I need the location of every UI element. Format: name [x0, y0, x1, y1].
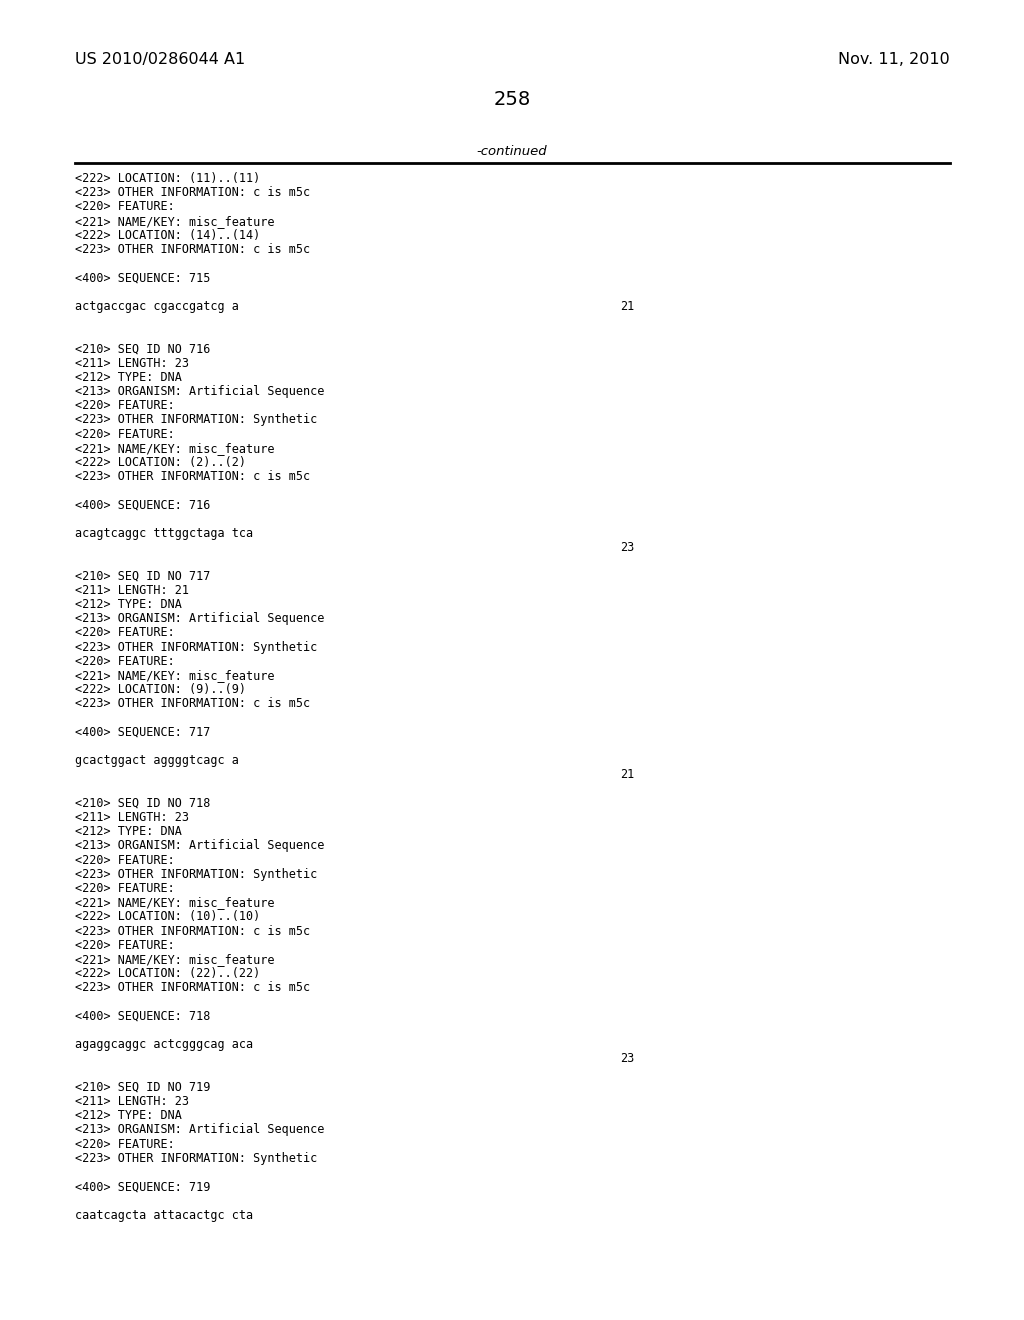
Text: gcactggact aggggtcagc a: gcactggact aggggtcagc a: [75, 754, 239, 767]
Text: <221> NAME/KEY: misc_feature: <221> NAME/KEY: misc_feature: [75, 215, 274, 227]
Text: <223> OTHER INFORMATION: c is m5c: <223> OTHER INFORMATION: c is m5c: [75, 697, 310, 710]
Text: <212> TYPE: DNA: <212> TYPE: DNA: [75, 1109, 182, 1122]
Text: <213> ORGANISM: Artificial Sequence: <213> ORGANISM: Artificial Sequence: [75, 385, 325, 399]
Text: <211> LENGTH: 23: <211> LENGTH: 23: [75, 356, 189, 370]
Text: <220> FEATURE:: <220> FEATURE:: [75, 201, 175, 214]
Text: US 2010/0286044 A1: US 2010/0286044 A1: [75, 51, 246, 67]
Text: <400> SEQUENCE: 715: <400> SEQUENCE: 715: [75, 272, 210, 284]
Text: <221> NAME/KEY: misc_feature: <221> NAME/KEY: misc_feature: [75, 442, 274, 455]
Text: 258: 258: [494, 90, 530, 110]
Text: <212> TYPE: DNA: <212> TYPE: DNA: [75, 371, 182, 384]
Text: <400> SEQUENCE: 718: <400> SEQUENCE: 718: [75, 1010, 210, 1023]
Text: <222> LOCATION: (2)..(2): <222> LOCATION: (2)..(2): [75, 455, 246, 469]
Text: <222> LOCATION: (14)..(14): <222> LOCATION: (14)..(14): [75, 228, 260, 242]
Text: acagtcaggc tttggctaga tca: acagtcaggc tttggctaga tca: [75, 527, 253, 540]
Text: <212> TYPE: DNA: <212> TYPE: DNA: [75, 598, 182, 611]
Text: <400> SEQUENCE: 716: <400> SEQUENCE: 716: [75, 499, 210, 512]
Text: 23: 23: [620, 1052, 634, 1065]
Text: <211> LENGTH: 23: <211> LENGTH: 23: [75, 1096, 189, 1107]
Text: <221> NAME/KEY: misc_feature: <221> NAME/KEY: misc_feature: [75, 896, 274, 909]
Text: caatcagcta attacactgc cta: caatcagcta attacactgc cta: [75, 1209, 253, 1221]
Text: <220> FEATURE:: <220> FEATURE:: [75, 428, 175, 441]
Text: <220> FEATURE:: <220> FEATURE:: [75, 399, 175, 412]
Text: <223> OTHER INFORMATION: c is m5c: <223> OTHER INFORMATION: c is m5c: [75, 924, 310, 937]
Text: <222> LOCATION: (11)..(11): <222> LOCATION: (11)..(11): [75, 172, 260, 185]
Text: <400> SEQUENCE: 717: <400> SEQUENCE: 717: [75, 726, 210, 739]
Text: <220> FEATURE:: <220> FEATURE:: [75, 854, 175, 867]
Text: <223> OTHER INFORMATION: c is m5c: <223> OTHER INFORMATION: c is m5c: [75, 981, 310, 994]
Text: <223> OTHER INFORMATION: c is m5c: <223> OTHER INFORMATION: c is m5c: [75, 186, 310, 199]
Text: <210> SEQ ID NO 717: <210> SEQ ID NO 717: [75, 570, 210, 582]
Text: <212> TYPE: DNA: <212> TYPE: DNA: [75, 825, 182, 838]
Text: <223> OTHER INFORMATION: c is m5c: <223> OTHER INFORMATION: c is m5c: [75, 470, 310, 483]
Text: <221> NAME/KEY: misc_feature: <221> NAME/KEY: misc_feature: [75, 669, 274, 682]
Text: 21: 21: [620, 300, 634, 313]
Text: <400> SEQUENCE: 719: <400> SEQUENCE: 719: [75, 1180, 210, 1193]
Text: -continued: -continued: [477, 145, 547, 158]
Text: <222> LOCATION: (10)..(10): <222> LOCATION: (10)..(10): [75, 911, 260, 924]
Text: Nov. 11, 2010: Nov. 11, 2010: [839, 51, 950, 67]
Text: 21: 21: [620, 768, 634, 781]
Text: <211> LENGTH: 21: <211> LENGTH: 21: [75, 583, 189, 597]
Text: <220> FEATURE:: <220> FEATURE:: [75, 939, 175, 952]
Text: <213> ORGANISM: Artificial Sequence: <213> ORGANISM: Artificial Sequence: [75, 612, 325, 626]
Text: <220> FEATURE:: <220> FEATURE:: [75, 655, 175, 668]
Text: <210> SEQ ID NO 719: <210> SEQ ID NO 719: [75, 1081, 210, 1094]
Text: <223> OTHER INFORMATION: Synthetic: <223> OTHER INFORMATION: Synthetic: [75, 867, 317, 880]
Text: <221> NAME/KEY: misc_feature: <221> NAME/KEY: misc_feature: [75, 953, 274, 966]
Text: <220> FEATURE:: <220> FEATURE:: [75, 882, 175, 895]
Text: <223> OTHER INFORMATION: Synthetic: <223> OTHER INFORMATION: Synthetic: [75, 640, 317, 653]
Text: agaggcaggc actcgggcag aca: agaggcaggc actcgggcag aca: [75, 1039, 253, 1051]
Text: <222> LOCATION: (22)..(22): <222> LOCATION: (22)..(22): [75, 968, 260, 981]
Text: <210> SEQ ID NO 718: <210> SEQ ID NO 718: [75, 797, 210, 809]
Text: <220> FEATURE:: <220> FEATURE:: [75, 627, 175, 639]
Text: 23: 23: [620, 541, 634, 554]
Text: <211> LENGTH: 23: <211> LENGTH: 23: [75, 810, 189, 824]
Text: <210> SEQ ID NO 716: <210> SEQ ID NO 716: [75, 342, 210, 355]
Text: <213> ORGANISM: Artificial Sequence: <213> ORGANISM: Artificial Sequence: [75, 840, 325, 853]
Text: <223> OTHER INFORMATION: Synthetic: <223> OTHER INFORMATION: Synthetic: [75, 413, 317, 426]
Text: <220> FEATURE:: <220> FEATURE:: [75, 1138, 175, 1151]
Text: <222> LOCATION: (9)..(9): <222> LOCATION: (9)..(9): [75, 684, 246, 696]
Text: actgaccgac cgaccgatcg a: actgaccgac cgaccgatcg a: [75, 300, 239, 313]
Text: <223> OTHER INFORMATION: Synthetic: <223> OTHER INFORMATION: Synthetic: [75, 1152, 317, 1164]
Text: <223> OTHER INFORMATION: c is m5c: <223> OTHER INFORMATION: c is m5c: [75, 243, 310, 256]
Text: <213> ORGANISM: Artificial Sequence: <213> ORGANISM: Artificial Sequence: [75, 1123, 325, 1137]
